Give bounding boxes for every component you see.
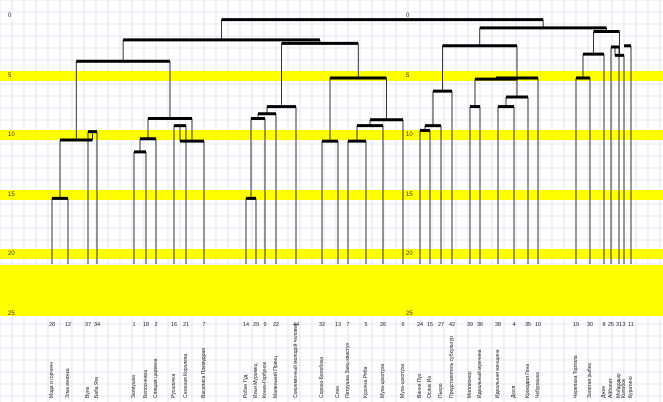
leaf-name: Ослик Иа	[427, 375, 433, 398]
highlight-band-10	[0, 130, 663, 141]
leaf-number: 37	[84, 322, 92, 328]
y-tick-label: 10	[406, 132, 413, 139]
leaf-name: Курочка Ряба	[363, 366, 369, 398]
leaf-number: 4	[512, 322, 516, 328]
leaf-number: 38	[494, 322, 502, 328]
leaf-number: 29	[252, 322, 260, 328]
leaf-number: 24	[416, 322, 424, 328]
leaf-name: Дюся	[511, 385, 517, 398]
y-tick-label: 20	[406, 251, 413, 258]
y-tick-label: 20	[8, 251, 15, 258]
leaf-number: 7	[202, 322, 206, 328]
leaf-number: 13	[334, 322, 342, 328]
leaf-number: 16	[170, 322, 178, 328]
leaf-name: Айболит	[608, 378, 614, 398]
leaf-name: Илья Муромец	[253, 363, 259, 398]
leaf-name: Буратино	[628, 376, 634, 398]
y-tick-label: 15	[8, 191, 15, 198]
y-tick-label: 25	[406, 311, 413, 317]
leaf-number: 12	[64, 322, 72, 328]
leaf-name: Черепаха Тортила	[573, 355, 579, 398]
leaf-name: Крокодил Гена	[525, 363, 531, 398]
leaf-number: 22	[272, 322, 280, 328]
leaf-number: 31	[615, 322, 623, 328]
leaf-number: 3	[622, 322, 626, 328]
leaf-number: 32	[318, 322, 326, 328]
leaf-number: 36	[476, 322, 484, 328]
leaf-number: 18	[142, 322, 150, 328]
y-tick-label: 5	[406, 72, 410, 79]
leaf-name: Робин Гуд	[243, 374, 249, 398]
leaf-number: 14	[242, 322, 250, 328]
leaf-number: 15	[426, 322, 434, 328]
highlight-band-25	[0, 264, 663, 317]
leaf-number: 2	[154, 322, 158, 328]
leaf-name: Белоснежка	[143, 369, 149, 398]
leaf-name: Сорока-Белобока	[319, 356, 325, 398]
leaf-number: 42	[448, 322, 456, 328]
leaf-name: Мода и горчичн	[49, 361, 55, 398]
leaf-number: 30	[586, 322, 594, 328]
leaf-name: Идеальная женщина	[495, 349, 501, 398]
leaf-number: 5	[364, 322, 368, 328]
leaf-name: Снежная Королева	[183, 353, 189, 398]
leaf-number: 44	[292, 322, 300, 328]
leaf-name: Современный молодой человек	[293, 323, 299, 398]
leaf-name: Золотая рыбка	[587, 363, 593, 398]
leaf-number: 27	[437, 322, 445, 328]
leaf-name: Муха-цокотуха	[380, 363, 386, 398]
leaf-name: Винни Пух	[417, 373, 423, 398]
leaf-name: Русалочка	[171, 373, 177, 398]
leaf-name: Чебурашка	[535, 372, 541, 398]
leaf-number: 9	[263, 322, 267, 328]
leaf-name: Представитель субкультур	[449, 336, 455, 398]
leaf-number: 26	[379, 322, 387, 328]
leaf-number: 39	[466, 322, 474, 328]
leaf-name: Маленький Принц	[273, 355, 279, 398]
leaf-name: Василиса Премудрая	[201, 348, 207, 398]
leaf-name: Джин	[601, 385, 607, 398]
y-tick-label: 25	[8, 311, 15, 317]
highlight-band-5	[0, 70, 663, 81]
leaf-name: Спящая царевна	[153, 358, 159, 398]
leaf-name: Идеальный мужчина	[477, 349, 483, 398]
y-tick-label: 10	[8, 132, 15, 139]
highlight-band-15	[0, 189, 663, 200]
leaf-number: 10	[534, 322, 542, 328]
leaf-name: Вуле	[85, 386, 91, 398]
leaf-name: Петрушка Заяц-хвастун	[345, 342, 351, 398]
leaf-number: 8	[602, 322, 606, 328]
leaf-number: 7	[346, 322, 350, 328]
leaf-number: 1	[132, 322, 136, 328]
leaf-name: Муха-цокотуха	[400, 363, 406, 398]
leaf-number: 28	[48, 322, 56, 328]
highlight-band-20	[0, 249, 663, 260]
leaf-name: Слон	[335, 385, 341, 398]
leaf-name: Злак мнижка	[65, 368, 71, 398]
leaf-number: 35	[524, 322, 532, 328]
leaf-name: Баба Яга	[94, 376, 100, 398]
leaf-number: 21	[182, 322, 190, 328]
y-tick-label: 0	[8, 13, 12, 19]
leaf-number: 11	[628, 322, 634, 328]
y-tick-label: 0	[406, 13, 410, 19]
leaf-number: 25	[607, 322, 615, 328]
leaf-name: Пьеро	[438, 383, 444, 398]
leaf-name: Зелиушка	[131, 375, 137, 398]
leaf-number: 34	[93, 322, 101, 328]
y-tick-label: 15	[406, 191, 413, 198]
leaf-name: Конек-Горбунок	[262, 361, 268, 398]
leaf-name: Миллионер	[467, 371, 473, 398]
leaf-number: 19	[572, 322, 580, 328]
leaf-number: 6	[401, 322, 405, 328]
leaf-name: Колобок	[621, 378, 627, 398]
y-tick-label: 5	[8, 72, 12, 79]
